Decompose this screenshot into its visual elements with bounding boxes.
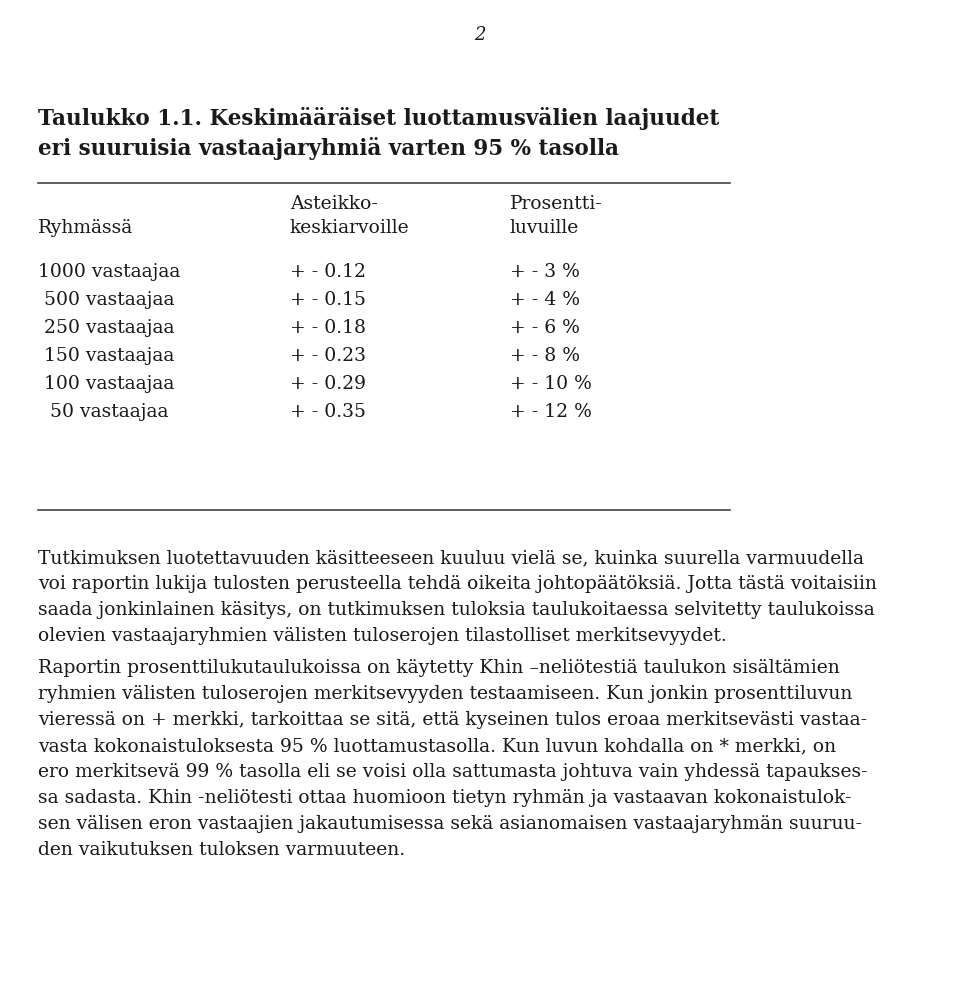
Text: vasta kokonaistuloksesta 95 % luottamustasolla. Kun luvun kohdalla on * merkki, : vasta kokonaistuloksesta 95 % luottamust… [38,737,836,755]
Text: voi raportin lukija tulosten perusteella tehdä oikeita johtopäätöksiä. Jotta täs: voi raportin lukija tulosten perusteella… [38,575,876,593]
Text: Raportin prosenttilukutaulukoissa on käytetty Khin –neliötestiä taulukon sisältä: Raportin prosenttilukutaulukoissa on käy… [38,659,840,677]
Text: + - 0.29: + - 0.29 [290,375,366,393]
Text: + - 10 %: + - 10 % [510,375,592,393]
Text: + - 0.35: + - 0.35 [290,403,366,421]
Text: Taulukko 1.1. Keskimääräiset luottamusvälien laajuudet: Taulukko 1.1. Keskimääräiset luottamusvä… [38,107,719,129]
Text: 150 vastaajaa: 150 vastaajaa [38,347,175,365]
Text: + - 0.15: + - 0.15 [290,291,366,309]
Text: + - 4 %: + - 4 % [510,291,580,309]
Text: 500 vastaajaa: 500 vastaajaa [38,291,175,309]
Text: ero merkitsevä 99 % tasolla eli se voisi olla sattumasta johtuva vain yhdessä ta: ero merkitsevä 99 % tasolla eli se voisi… [38,763,868,781]
Text: vieressä on + merkki, tarkoittaa se sitä, että kyseinen tulos eroaa merkitseväst: vieressä on + merkki, tarkoittaa se sitä… [38,711,867,729]
Text: sen välisen eron vastaajien jakautumisessa sekä asianomaisen vastaajaryhmän suur: sen välisen eron vastaajien jakautumises… [38,815,862,833]
Text: keskiarvoille: keskiarvoille [290,219,410,237]
Text: + - 3 %: + - 3 % [510,263,580,281]
Text: 1000 vastaajaa: 1000 vastaajaa [38,263,180,281]
Text: Asteikko-: Asteikko- [290,195,378,213]
Text: + - 0.18: + - 0.18 [290,319,366,337]
Text: den vaikutuksen tuloksen varmuuteen.: den vaikutuksen tuloksen varmuuteen. [38,841,405,859]
Text: + - 12 %: + - 12 % [510,403,592,421]
Text: 100 vastaajaa: 100 vastaajaa [38,375,175,393]
Text: + - 6 %: + - 6 % [510,319,580,337]
Text: luvuille: luvuille [510,219,579,237]
Text: + - 0.12: + - 0.12 [290,263,366,281]
Text: saada jonkinlainen käsitys, on tutkimuksen tuloksia taulukoitaessa selvitetty ta: saada jonkinlainen käsitys, on tutkimuks… [38,601,875,619]
Text: 2: 2 [474,26,486,44]
Text: 50 vastaajaa: 50 vastaajaa [38,403,169,421]
Text: Prosentti-: Prosentti- [510,195,603,213]
Text: ryhmien välisten tuloserojen merkitsevyyden testaamiseen. Kun jonkin prosenttilu: ryhmien välisten tuloserojen merkitsevyy… [38,685,852,703]
Text: Ryhmässä: Ryhmässä [38,219,133,237]
Text: 250 vastaajaa: 250 vastaajaa [38,319,175,337]
Text: olevien vastaajaryhmien välisten tuloserojen tilastolliset merkitsevyydet.: olevien vastaajaryhmien välisten tuloser… [38,627,727,645]
Text: Tutkimuksen luotettavuuden käsitteeseen kuuluu vielä se, kuinka suurella varmuud: Tutkimuksen luotettavuuden käsitteeseen … [38,549,864,566]
Text: eri suuruisia vastaajaryhmiä varten 95 % tasolla: eri suuruisia vastaajaryhmiä varten 95 %… [38,136,619,159]
Text: + - 0.23: + - 0.23 [290,347,366,365]
Text: sa sadasta. Khin -neliötesti ottaa huomioon tietyn ryhmän ja vastaavan kokonaist: sa sadasta. Khin -neliötesti ottaa huomi… [38,789,852,807]
Text: + - 8 %: + - 8 % [510,347,580,365]
